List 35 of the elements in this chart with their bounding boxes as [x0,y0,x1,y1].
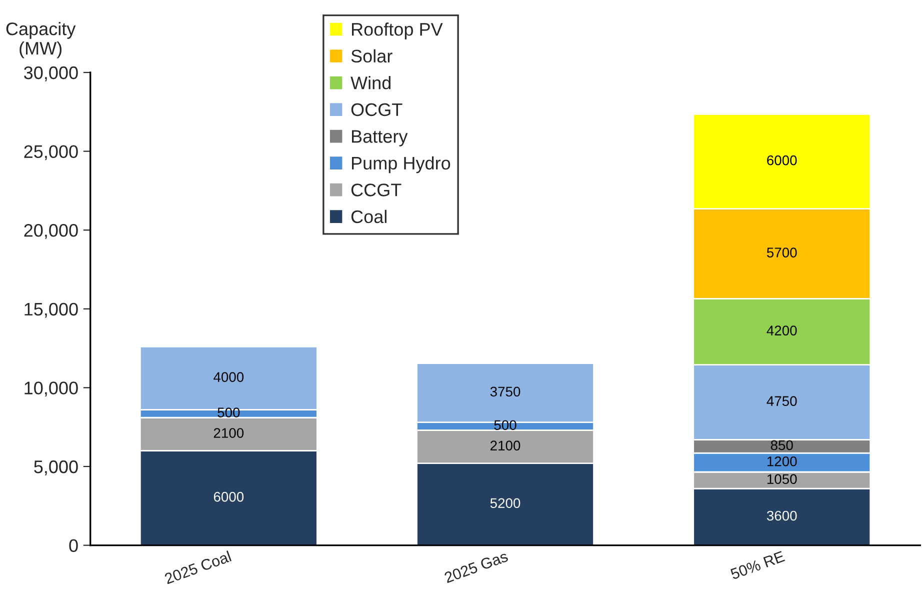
data-label: 4200 [766,326,797,336]
y-axis-title: Capacity (MW) [6,22,76,58]
data-label: 6000 [767,155,797,166]
data-label: 4000 [214,372,244,382]
data-label: 3600 [766,510,797,521]
legend-label: Rooftop PV [352,22,443,40]
data-label: 5700 [766,248,797,258]
y-tick-label: 15,000 [24,302,78,318]
data-label: 500 [218,408,240,418]
y-tick-label: 25,000 [24,145,78,160]
x-tick-label: 2025 Gas [444,550,509,584]
data-label: 4750 [766,396,797,406]
data-label: 500 [494,420,516,430]
y-tick-label: 20,000 [24,224,78,239]
legend-label: OCGT [351,103,402,116]
x-tick-label: 50% RE [730,550,786,580]
legend-label: Coal [351,210,386,224]
data-label: 2100 [490,440,520,451]
legend-label: Wind [350,76,390,90]
legend-label: Pump Hydro [352,156,450,174]
data-label: 6000 [214,492,244,502]
legend-label: Solar [351,49,392,63]
y-tick-label: 30,000 [24,66,78,82]
data-label: 850 [770,440,793,450]
y-tick-label: 5,000 [34,460,78,476]
legend-label: Battery [352,130,408,146]
legend-label: CCGT [351,184,402,196]
y-tick-label: 10,000 [24,382,78,397]
data-label: 1050 [767,474,797,484]
x-tick-label: 2025 Coal [164,550,232,584]
data-label: 1200 [767,456,797,466]
data-label: 2100 [214,428,244,438]
data-label: 5200 [490,498,520,508]
y-tick-label: 0 [69,539,78,552]
data-label: 3750 [490,386,520,397]
